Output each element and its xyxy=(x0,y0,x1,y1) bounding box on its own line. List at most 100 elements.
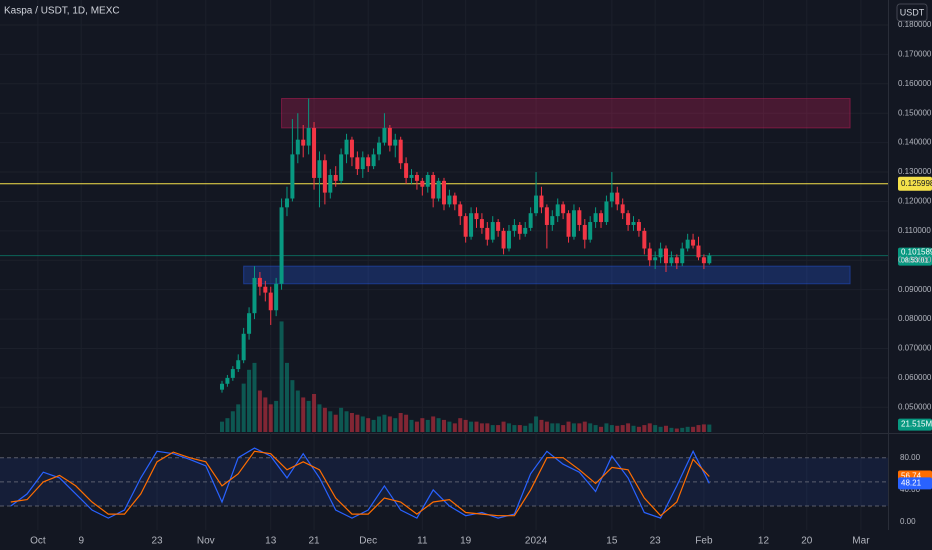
volume-bar xyxy=(458,418,463,432)
volume-bar xyxy=(241,383,246,432)
volume-bar xyxy=(328,411,333,432)
candle-body xyxy=(447,195,452,205)
candle-body xyxy=(284,198,289,208)
volume-bar xyxy=(599,426,604,432)
volume-bar xyxy=(469,421,474,432)
volume-bar xyxy=(615,425,620,432)
last-price-label: 0.101589 xyxy=(901,248,932,257)
y-tick-label: 0.150000 xyxy=(898,108,932,117)
candle-body xyxy=(593,213,598,223)
candle-body xyxy=(236,360,241,370)
candle-body xyxy=(664,248,668,264)
candle-body xyxy=(485,227,490,240)
volume-bar xyxy=(463,419,468,432)
volume-bar xyxy=(247,369,252,432)
volume-bar xyxy=(382,414,387,432)
volume-bar xyxy=(593,425,598,432)
volume-bar xyxy=(279,321,284,432)
candle-body xyxy=(387,127,392,146)
candle-body xyxy=(501,230,506,249)
volume-bar xyxy=(230,411,235,432)
candle-body xyxy=(534,195,539,214)
candle-body xyxy=(328,174,333,193)
x-tick-label: 19 xyxy=(460,536,472,547)
x-tick-label: 13 xyxy=(265,536,277,547)
candle-body xyxy=(382,127,387,143)
x-tick-label: Feb xyxy=(695,536,713,547)
volume-bar xyxy=(387,416,392,432)
y-tick-label: 0.060000 xyxy=(898,373,932,382)
candle-body xyxy=(550,216,555,225)
candle-body xyxy=(366,157,371,167)
volume-bar xyxy=(609,425,614,432)
volume-bar xyxy=(669,427,674,432)
candle-body xyxy=(436,180,441,199)
volume-bar xyxy=(653,425,658,432)
candle-body xyxy=(333,174,338,181)
candle-body xyxy=(420,180,425,187)
countdown-label: 08:53:01 xyxy=(901,257,928,264)
volume-bar xyxy=(301,397,306,432)
x-tick-label: 21 xyxy=(308,536,320,547)
candle-body xyxy=(707,255,712,264)
candle-body xyxy=(539,195,544,208)
volume-bar xyxy=(479,423,484,432)
volume-bar xyxy=(431,416,436,432)
volume-bar xyxy=(501,421,506,432)
candle-body xyxy=(431,174,436,199)
volume-bar xyxy=(290,380,295,432)
candle-body xyxy=(306,127,311,146)
candle-body xyxy=(479,219,484,228)
candle-body xyxy=(295,139,300,155)
volume-bar xyxy=(284,362,289,432)
candle-body xyxy=(458,204,463,217)
volume-bar xyxy=(496,425,501,432)
candle-body xyxy=(691,239,696,246)
zone xyxy=(243,265,851,285)
volume-bar xyxy=(436,418,441,432)
volume-bar xyxy=(544,421,549,432)
currency-button[interactable] xyxy=(896,3,928,22)
volume-bar xyxy=(517,425,522,432)
volume-bar xyxy=(452,423,457,432)
volume-bar xyxy=(620,425,625,432)
volume-bar xyxy=(349,412,354,432)
candle-body xyxy=(247,313,252,334)
candle-body xyxy=(230,369,235,378)
x-tick-label: Oct xyxy=(30,536,46,547)
chart-title: Kaspa / USDT, 1D, MEXC xyxy=(4,6,120,17)
volume-bar xyxy=(355,414,360,432)
volume-bar xyxy=(582,421,587,432)
level-tag xyxy=(898,176,932,191)
volume-bar xyxy=(539,419,544,432)
volume-bar xyxy=(528,423,533,432)
y-tick-label: 0.120000 xyxy=(898,197,932,206)
candle-body xyxy=(344,139,349,155)
x-tick-label: 20 xyxy=(801,536,813,547)
candle-body xyxy=(263,286,268,293)
stoch-value-label: 56.74 xyxy=(901,472,922,481)
volume-bar xyxy=(658,426,663,432)
candle-body xyxy=(615,192,620,205)
candle-body xyxy=(620,204,625,214)
volume-bar xyxy=(674,428,679,432)
candle-body xyxy=(582,224,587,240)
volume-bar xyxy=(442,419,446,432)
volume-bar xyxy=(257,390,262,432)
volume-bar xyxy=(685,426,690,432)
candle-body xyxy=(626,213,631,225)
candle-body xyxy=(669,257,674,264)
volume-bar xyxy=(506,423,511,432)
volume-bar xyxy=(566,421,571,432)
candle-body xyxy=(674,257,679,264)
volume-bar xyxy=(366,418,371,432)
x-tick-label: 2024 xyxy=(525,536,548,547)
candle-body xyxy=(322,160,327,193)
level-tag-label: 0.125998 xyxy=(901,179,932,188)
stoch-line xyxy=(10,450,710,517)
volume-bar xyxy=(252,362,257,432)
candle-body xyxy=(490,222,495,240)
zone xyxy=(281,98,851,129)
y-tick-label: 0.170000 xyxy=(898,50,932,59)
candle-body xyxy=(571,210,576,237)
